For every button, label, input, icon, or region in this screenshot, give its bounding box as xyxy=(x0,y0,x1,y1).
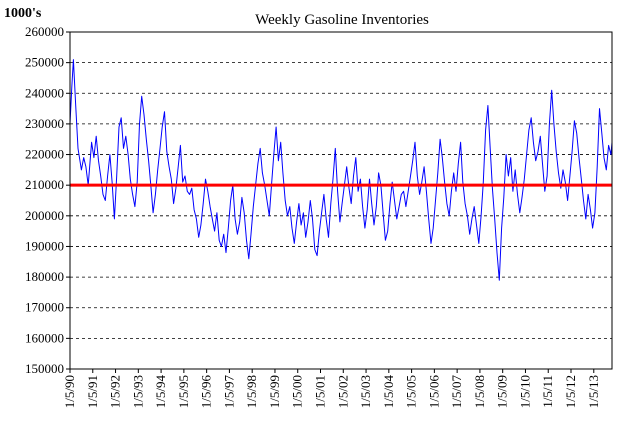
x-tick-label: 1/5/94 xyxy=(153,375,168,409)
x-tick-label: 1/5/00 xyxy=(290,375,305,408)
y-tick-label: 260000 xyxy=(25,24,64,39)
y-tick-label: 220000 xyxy=(25,147,64,162)
plot-frame xyxy=(69,31,613,370)
x-tick-label: 1/5/98 xyxy=(244,375,259,408)
x-tick-label: 1/5/10 xyxy=(517,375,532,408)
y-tick-label: 200000 xyxy=(25,208,64,223)
x-tick-label: 1/5/08 xyxy=(472,375,487,408)
x-tick-label: 1/5/13 xyxy=(586,375,601,408)
x-tick-label: 1/5/93 xyxy=(130,375,145,408)
x-tick-label: 1/5/06 xyxy=(426,375,441,409)
x-tick-label: 1/5/02 xyxy=(335,375,350,408)
y-tick-label: 250000 xyxy=(25,55,64,70)
chart-title: Weekly Gasoline Inventories xyxy=(255,12,429,28)
series-group xyxy=(69,59,613,281)
x-axis-ticks: 1/5/90 1/5/91 1/5/92 1/5/93 1/5/94 1/5/95 1/5/… xyxy=(62,369,601,408)
x-tick-label: 1/5/96 xyxy=(199,375,214,409)
y-tick-label: 180000 xyxy=(25,269,64,284)
y-axis-unit-label: 1000's xyxy=(4,6,42,21)
y-tick-label: 240000 xyxy=(25,85,64,100)
x-tick-label: 1/5/12 xyxy=(563,375,578,408)
y-axis-ticks: 150000 160000 170000 180000 190000 200000 2100… xyxy=(25,24,70,376)
y-tick-label: 150000 xyxy=(25,361,64,376)
x-tick-label: 1/5/03 xyxy=(358,375,373,408)
x-tick-label: 1/5/09 xyxy=(495,375,510,408)
x-tick-label: 1/5/01 xyxy=(313,375,328,408)
x-tick-label: 1/5/04 xyxy=(381,375,396,409)
x-tick-label: 1/5/95 xyxy=(176,375,191,408)
y-tick-label: 210000 xyxy=(25,177,64,192)
x-tick-label: 1/5/05 xyxy=(404,375,419,408)
y-tick-label: 230000 xyxy=(25,116,64,131)
y-tick-label: 160000 xyxy=(25,330,64,345)
x-tick-label: 1/5/11 xyxy=(540,375,555,408)
x-tick-label: 1/5/92 xyxy=(108,375,123,408)
x-tick-label: 1/5/91 xyxy=(85,375,100,408)
x-tick-label: 1/5/99 xyxy=(267,375,282,408)
y-tick-label: 170000 xyxy=(25,300,64,315)
x-tick-label: 1/5/07 xyxy=(449,375,464,409)
y-tick-label: 190000 xyxy=(25,238,64,253)
series-line xyxy=(69,59,613,281)
x-tick-label: 1/5/90 xyxy=(62,375,77,408)
x-tick-label: 1/5/97 xyxy=(221,375,236,409)
